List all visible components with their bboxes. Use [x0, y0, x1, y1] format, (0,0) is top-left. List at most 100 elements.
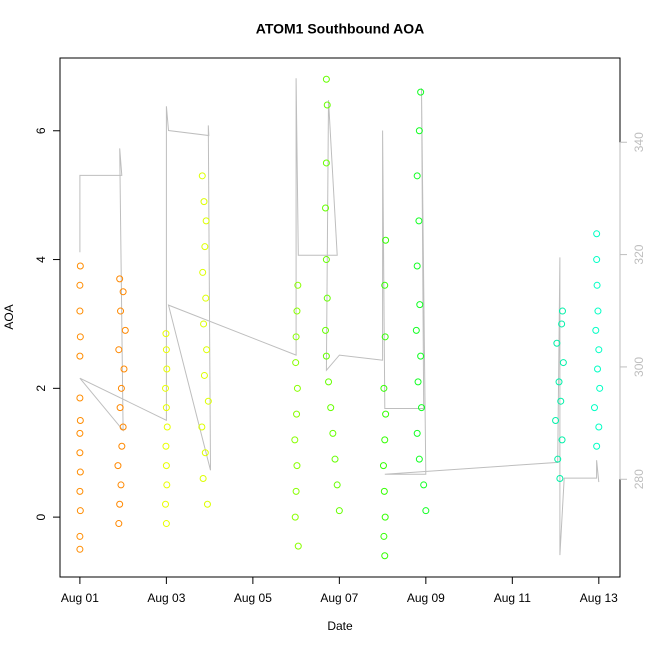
- data-point: [414, 378, 422, 386]
- data-point: [76, 333, 84, 341]
- y-tick-label: 0: [34, 513, 48, 520]
- data-point: [593, 256, 601, 264]
- x-tick-label: Aug 03: [147, 591, 185, 605]
- data-point: [203, 346, 211, 354]
- data-point: [116, 275, 124, 283]
- data-point: [292, 487, 300, 495]
- data-point: [293, 307, 301, 315]
- data-point: [200, 198, 208, 206]
- data-point: [382, 410, 390, 418]
- data-point: [325, 378, 333, 386]
- x-tick-label: Aug 01: [61, 591, 99, 605]
- data-point: [333, 481, 341, 489]
- data-point: [555, 378, 563, 386]
- data-point: [322, 256, 330, 264]
- data-point: [420, 481, 428, 489]
- data-point: [76, 262, 84, 270]
- data-point: [76, 545, 84, 553]
- data-point: [119, 423, 127, 431]
- data-point: [198, 172, 206, 180]
- x-tick-label: Aug 09: [407, 591, 445, 605]
- y-tick-label: 4: [34, 256, 48, 263]
- x-tick-label: Aug 05: [234, 591, 272, 605]
- data-point: [418, 404, 426, 412]
- data-point: [594, 307, 602, 315]
- data-point: [557, 397, 565, 405]
- data-point: [381, 513, 389, 521]
- data-point: [76, 352, 84, 360]
- data-point: [329, 429, 337, 437]
- data-point: [413, 262, 421, 270]
- data-point: [163, 481, 171, 489]
- data-point: [117, 307, 125, 315]
- data-point: [199, 474, 207, 482]
- x-axis-label: Date: [327, 619, 353, 633]
- data-point: [117, 481, 125, 489]
- data-point: [76, 487, 84, 495]
- y2-tick-label: 280: [632, 469, 646, 489]
- data-point: [163, 365, 171, 373]
- data-point: [558, 320, 566, 328]
- data-point: [327, 404, 335, 412]
- data-point: [203, 500, 211, 508]
- data-point: [162, 520, 170, 528]
- data-point: [120, 365, 128, 373]
- data-point: [413, 429, 421, 437]
- data-point: [293, 462, 301, 470]
- data-point: [559, 359, 567, 367]
- data-point: [198, 423, 206, 431]
- data-point: [556, 474, 564, 482]
- data-point: [415, 217, 423, 225]
- data-point: [558, 436, 566, 444]
- x-tick-label: Aug 07: [320, 591, 358, 605]
- data-point: [596, 384, 604, 392]
- data-point: [114, 462, 122, 470]
- y2-tick-label: 320: [632, 244, 646, 264]
- data-point: [593, 230, 601, 238]
- data-point: [115, 346, 123, 354]
- data-point: [162, 384, 170, 392]
- data-point: [412, 326, 420, 334]
- data-point: [381, 552, 389, 560]
- x-tick-label: Aug 11: [494, 591, 531, 605]
- data-point: [416, 301, 424, 309]
- data-point: [335, 507, 343, 515]
- data-point: [422, 507, 430, 515]
- y-tick-label: 2: [34, 385, 48, 392]
- y2-tick-label: 300: [632, 357, 646, 377]
- data-point: [415, 127, 423, 135]
- data-point: [162, 500, 170, 508]
- data-point: [200, 371, 208, 379]
- x-tick-label: Aug 13: [580, 591, 618, 605]
- data-point: [322, 326, 330, 334]
- data-point: [202, 217, 210, 225]
- data-point: [381, 333, 389, 341]
- data-point: [76, 307, 84, 315]
- data-point: [322, 204, 330, 212]
- data-point: [590, 404, 598, 412]
- data-point: [117, 384, 125, 392]
- data-point: [76, 532, 84, 540]
- data-point: [593, 442, 601, 450]
- data-point: [323, 101, 331, 109]
- data-point: [380, 487, 388, 495]
- data-point: [204, 397, 212, 405]
- data-point: [595, 346, 603, 354]
- data-point: [294, 542, 302, 550]
- data-point: [594, 365, 602, 373]
- data-point: [292, 333, 300, 341]
- data-point: [115, 520, 123, 528]
- data-point: [322, 159, 330, 167]
- data-point: [116, 404, 124, 412]
- data-point: [201, 449, 209, 457]
- data-point: [294, 281, 302, 289]
- data-point: [76, 507, 84, 515]
- data-point: [76, 468, 84, 476]
- data-point: [162, 462, 170, 470]
- data-point: [554, 455, 562, 463]
- data-point: [381, 436, 389, 444]
- data-point: [553, 339, 561, 347]
- data-point: [415, 455, 423, 463]
- data-point: [116, 500, 124, 508]
